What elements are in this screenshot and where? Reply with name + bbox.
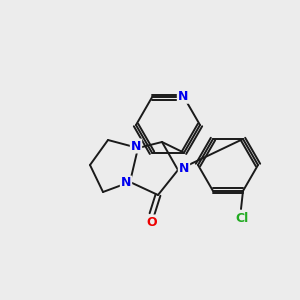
Text: N: N bbox=[178, 90, 188, 103]
Text: Cl: Cl bbox=[236, 212, 249, 226]
Text: O: O bbox=[147, 215, 157, 229]
Text: N: N bbox=[131, 140, 141, 152]
Text: N: N bbox=[179, 163, 189, 176]
Text: N: N bbox=[121, 176, 131, 190]
